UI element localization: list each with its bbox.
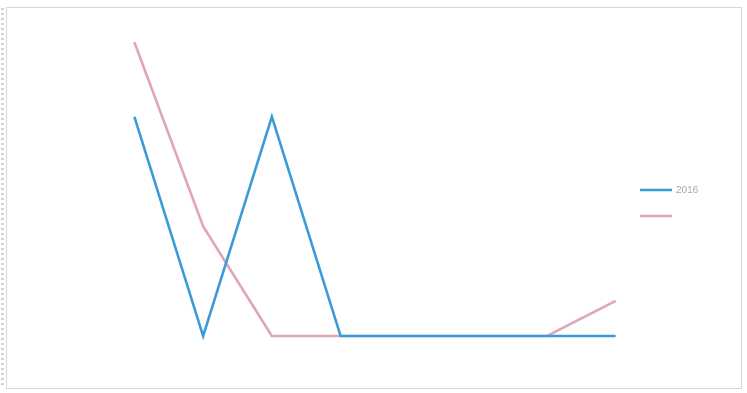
legend-label-0: 2016 [676,185,699,196]
series-line-1 [133,41,617,338]
legend: 2016 [640,185,699,218]
series-line-0 [133,112,616,341]
chart-frame [1,7,742,389]
series-lines [133,41,617,341]
